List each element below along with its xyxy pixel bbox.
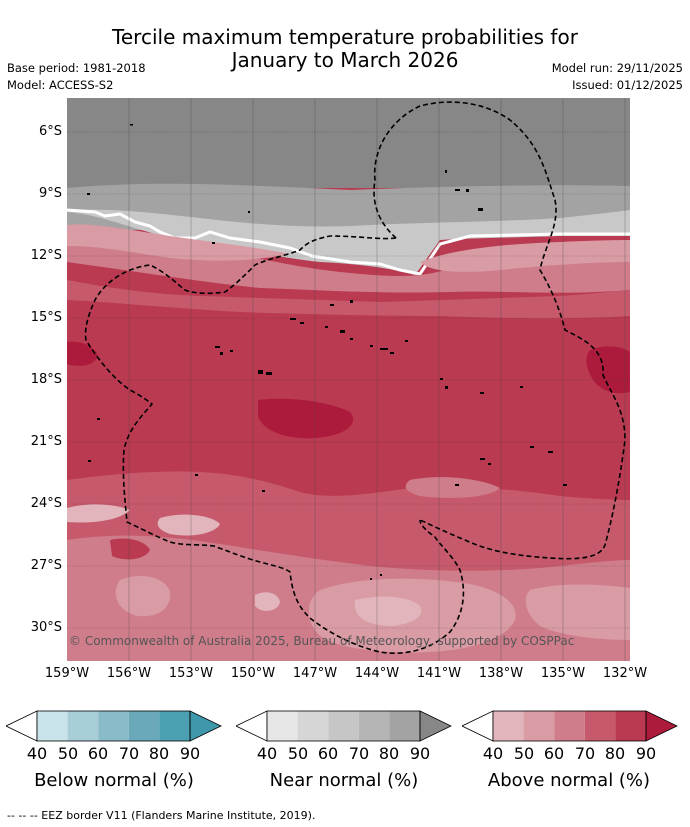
above-90-patch-central — [258, 398, 354, 439]
base-period: Base period: 1981-2018 — [7, 61, 146, 75]
lon-label: 159°W — [44, 666, 90, 681]
above-40-patch-small — [255, 592, 280, 611]
below-tick: 90 — [179, 744, 201, 763]
near-tick: 60 — [317, 744, 339, 763]
near-tick: 80 — [378, 744, 400, 763]
below-normal-label: Below normal (%) — [34, 770, 194, 791]
above-normal-colorbar — [462, 710, 678, 742]
above-50-patch-sw — [115, 576, 171, 617]
lon-label: 147°W — [292, 666, 338, 681]
islands — [87, 124, 567, 580]
above-50-band-north — [67, 224, 290, 261]
near-normal-dark — [67, 98, 630, 188]
below-colorbar-frame — [36, 710, 191, 742]
below-tick: 60 — [87, 744, 109, 763]
model-run: Model run: 29/11/2025 — [551, 61, 683, 75]
below-tick: 40 — [26, 744, 48, 763]
lon-label: 135°W — [540, 666, 586, 681]
below-swatch — [67, 711, 99, 741]
meridians — [128, 98, 626, 661]
below-swatch — [159, 711, 190, 741]
near-tick: 40 — [256, 744, 278, 763]
above-over-tip — [645, 710, 678, 742]
lon-label: 153°W — [168, 666, 214, 681]
page-title-line1: Tercile maximum temperature probabilitie… — [112, 25, 578, 49]
near-colorbar-frame — [266, 710, 421, 742]
above-under-tip — [462, 710, 494, 742]
above-swatch — [523, 711, 555, 741]
map-fields — [67, 98, 630, 661]
lat-label: 27°S — [30, 558, 62, 573]
near-swatch — [328, 711, 359, 741]
above-normal-label: Above normal (%) — [487, 770, 651, 791]
above-tick: 60 — [543, 744, 565, 763]
lon-label: 132°W — [602, 666, 648, 681]
eez-border-east — [373, 101, 626, 560]
near-swatch — [267, 711, 298, 741]
above-tick: 90 — [635, 744, 657, 763]
lon-label: 150°W — [230, 666, 276, 681]
lat-label: 12°S — [30, 248, 62, 263]
above-80-patch-sw — [110, 538, 150, 560]
probability-map — [67, 98, 630, 661]
above-40-patch-sw2 — [157, 514, 220, 536]
lat-label: 15°S — [30, 310, 62, 325]
lat-label: 30°S — [30, 620, 62, 635]
above-colorbar-frame — [492, 710, 647, 742]
below-swatch — [37, 711, 68, 741]
near-swatch — [358, 711, 390, 741]
page-title-line2: January to March 2026 — [231, 48, 459, 72]
near-normal-mid — [67, 183, 630, 230]
near-tick: 70 — [348, 744, 370, 763]
lat-label: 18°S — [30, 372, 62, 387]
above-tick: 70 — [574, 744, 596, 763]
lon-label: 138°W — [478, 666, 524, 681]
above-60-band-north — [67, 224, 630, 293]
above-70-band — [67, 280, 630, 319]
lon-label: 141°W — [416, 666, 462, 681]
above-swatch — [554, 711, 585, 741]
near-normal-label: Near normal (%) — [269, 770, 419, 791]
near-swatch — [389, 711, 420, 741]
below-swatch — [98, 711, 129, 741]
near-swatch — [297, 711, 329, 741]
below-normal-colorbar — [6, 710, 222, 742]
eez-border-west — [84, 235, 465, 654]
lon-label: 156°W — [106, 666, 152, 681]
below-swatch — [128, 711, 160, 741]
model-name: Model: ACCESS-S2 — [7, 78, 114, 92]
lon-label: 144°W — [354, 666, 400, 681]
above-40-patch-south — [354, 596, 422, 626]
above-tick: 80 — [604, 744, 626, 763]
below-over-tip — [189, 710, 222, 742]
above-swatch — [493, 711, 524, 741]
copyright-notice: © Commonwealth of Australia 2025, Bureau… — [69, 634, 575, 648]
below-tick: 80 — [148, 744, 170, 763]
near-normal-light — [67, 209, 630, 275]
above-swatch — [584, 711, 616, 741]
below-tick: 70 — [118, 744, 140, 763]
above-90-patch-east — [586, 346, 630, 394]
above-tick: 50 — [513, 744, 535, 763]
above-60-patch-mid — [405, 477, 500, 498]
near-under-tip — [236, 710, 268, 742]
eez-footnote: -- -- -- EEZ border V11 (Flanders Marine… — [7, 809, 316, 822]
near-tick: 90 — [409, 744, 431, 763]
lat-label: 24°S — [30, 496, 62, 511]
above-tick: 40 — [482, 744, 504, 763]
issued-date: Issued: 01/12/2025 — [572, 78, 683, 92]
above-40-patch-west — [67, 504, 130, 523]
near-normal-colorbar — [236, 710, 452, 742]
lat-label: 21°S — [30, 434, 62, 449]
below-under-tip — [6, 710, 38, 742]
above-swatch — [615, 711, 646, 741]
near-over-tip — [419, 710, 452, 742]
near-tick: 50 — [287, 744, 309, 763]
lat-label: 9°S — [38, 186, 62, 201]
lat-label: 6°S — [38, 124, 62, 139]
below-tick: 50 — [57, 744, 79, 763]
above-90-patch-west — [67, 341, 98, 366]
above-50-patch-se — [525, 584, 630, 640]
